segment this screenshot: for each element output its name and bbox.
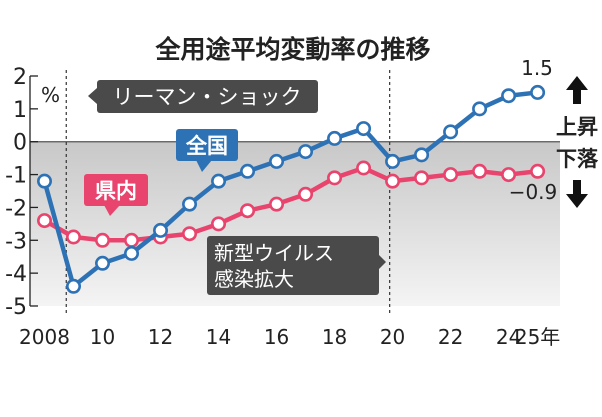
series-point (124, 232, 140, 248)
series-point (211, 173, 227, 189)
up-indicator: 上昇 (556, 76, 598, 139)
y-tick-label: -4 (5, 262, 27, 287)
series-point (385, 173, 401, 189)
down-arrow-icon (566, 180, 588, 208)
x-tick-label: 18 (322, 325, 347, 349)
series-point (472, 101, 488, 117)
x-tick-label: 25年 (515, 325, 560, 349)
up-arrow-icon (566, 76, 588, 104)
series-point (298, 186, 314, 202)
lehman-label: リーマン・ショック (113, 85, 302, 109)
y-tick-label: -1 (5, 164, 27, 189)
series-point (211, 216, 227, 232)
covid-callout: 新型ウイルス 感染拡大 (207, 236, 386, 295)
series-point (95, 232, 111, 248)
y-tick-label: -5 (5, 295, 27, 320)
series-point (240, 163, 256, 179)
series-point (501, 167, 517, 183)
covid-label-line1: 新型ウイルス (214, 241, 334, 265)
y-tick-label: 0 (13, 131, 27, 156)
series-point (37, 173, 53, 189)
x-tick-label: 10 (90, 325, 115, 349)
x-tick-label: 2008 (19, 325, 70, 349)
series-point (327, 130, 343, 146)
x-tick-label: 14 (206, 325, 231, 349)
lehman-callout: リーマン・ショック (88, 80, 318, 113)
series-point (327, 170, 343, 186)
up-label: 上昇 (556, 115, 598, 139)
series-point (269, 153, 285, 169)
series-point (269, 196, 285, 212)
series-point (530, 163, 546, 179)
series-point (472, 163, 488, 179)
series-point (66, 229, 82, 245)
series-point (298, 144, 314, 160)
series-point (66, 278, 82, 294)
series-point (501, 88, 517, 104)
national-series-label: 全国 (176, 129, 238, 172)
prefecture-series-label: 県内 (84, 174, 148, 216)
chart-title: 全用途平均変動率の推移 (154, 35, 430, 64)
y-tick-label: 2 (13, 65, 27, 90)
series-point (182, 226, 198, 242)
down-label: 下落 (556, 147, 599, 171)
x-tick-label: 24 (496, 325, 521, 349)
y-tick-label: -2 (5, 196, 27, 221)
end-label-national: 1.5 (521, 56, 553, 80)
series-point (356, 121, 372, 137)
series-point (153, 222, 169, 238)
unit-label: % (41, 83, 60, 107)
x-tick-label: 22 (438, 325, 463, 349)
series-point (414, 147, 430, 163)
y-tick-label: -3 (5, 229, 27, 254)
series-point (95, 255, 111, 271)
national-label-text: 全国 (185, 134, 228, 158)
x-tick-label: 20 (380, 325, 405, 349)
series-point (356, 160, 372, 176)
series-point (414, 170, 430, 186)
series-point (37, 213, 53, 229)
down-indicator: 下落 (556, 147, 599, 208)
series-point (530, 84, 546, 100)
covid-label-line2: 感染拡大 (214, 267, 294, 291)
series-point (124, 245, 140, 261)
series-point (240, 203, 256, 219)
x-tick-label: 12 (148, 325, 173, 349)
series-point (182, 196, 198, 212)
series-point (385, 153, 401, 169)
end-label-prefecture: −0.9 (509, 180, 558, 204)
x-tick-label: 16 (264, 325, 289, 349)
y-tick-label: 1 (13, 98, 27, 123)
series-point (443, 124, 459, 140)
series-point (443, 167, 459, 183)
prefecture-label-text: 県内 (95, 179, 137, 203)
